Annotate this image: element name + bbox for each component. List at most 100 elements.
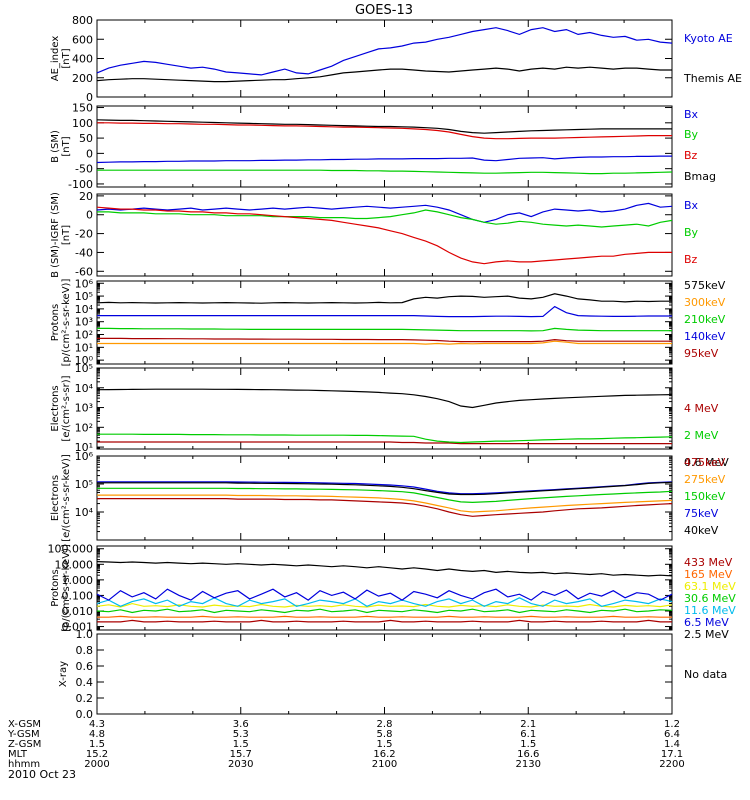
- ytick-label: -40: [75, 246, 93, 259]
- legend-6-5-mev: 6.5 MeV: [684, 616, 729, 629]
- orbit-value: 16.2: [373, 749, 395, 760]
- legend-300kev: 300keV: [684, 296, 726, 309]
- series-line-by: [97, 209, 673, 228]
- legend-bz: Bz: [684, 149, 698, 162]
- orbit-value: 3.6: [233, 719, 249, 730]
- series-line-275kev: [97, 494, 673, 513]
- ytick-label: 10⁵: [75, 478, 93, 491]
- panel-frame: [96, 633, 673, 715]
- series-line-150kev: [97, 487, 673, 504]
- orbit-value: 2030: [228, 759, 253, 770]
- orbit-value: 1.2: [664, 719, 680, 730]
- ytick-label: 0: [86, 147, 93, 160]
- series-line-kyoto-ae: [96, 27, 673, 76]
- orbit-value: 2200: [659, 759, 684, 770]
- legend-275kev: 275keV: [684, 473, 726, 486]
- legend-165-mev: 165 MeV: [684, 568, 733, 581]
- legend-bx: Bx: [684, 108, 699, 121]
- orbit-row-label: Y-GSM: [7, 729, 40, 740]
- ytick-label: 0.001: [62, 621, 94, 634]
- legend-150kev: 150keV: [684, 490, 726, 503]
- series-line-6-5-mev: [96, 588, 673, 601]
- ytick-label: 1.000: [62, 574, 94, 587]
- ytick-label: 10⁴: [75, 382, 94, 395]
- ylabel: Protons[p/(cm²-s-sr-keV)]: [50, 279, 72, 367]
- series-line-bx: [96, 155, 672, 164]
- legend-2-5-mev: 2.5 MeV: [684, 628, 729, 641]
- orbit-value: 6.1: [520, 729, 536, 740]
- series-line-0-6-mev: [96, 388, 673, 409]
- series-line-575kev: [96, 293, 672, 304]
- series-line-30-6-mev: [96, 608, 673, 614]
- no-data-label: No data: [684, 668, 727, 681]
- ytick-label: 10¹: [75, 441, 93, 454]
- ytick-label: 200: [72, 72, 93, 85]
- plot-title: GOES-13: [355, 3, 413, 18]
- ytick-label: 0.6: [76, 660, 94, 673]
- ylabel-line: [e/(cm²-s-sr)]: [61, 375, 72, 441]
- ytick-label: 10²: [75, 421, 93, 434]
- ytick-label: 800: [72, 14, 93, 27]
- panel-7: 0.0010.0100.1001.00010.000100.000Protons…: [48, 543, 737, 641]
- ytick-label: 10⁰: [75, 354, 94, 367]
- orbit-row-label: X-GSM: [8, 719, 41, 730]
- legend-bmag: Bmag: [684, 170, 716, 183]
- series-line-bz: [97, 122, 672, 140]
- orbit-value: 1.5: [377, 739, 393, 750]
- orbit-value: 1.4: [664, 739, 680, 750]
- ylabel: B (SM)[nT]: [50, 130, 72, 163]
- ytick-label: 0.2: [76, 692, 94, 705]
- ylabel-line: AE_index: [50, 36, 61, 82]
- legend-by: By: [684, 226, 699, 239]
- orbit-row-label: hhmm: [8, 759, 40, 770]
- date-label: 2010 Oct 23: [8, 768, 76, 781]
- legend-475kev: 475keV: [684, 456, 726, 469]
- legend-75kev: 75keV: [684, 507, 719, 520]
- orbit-value: 1.5: [233, 739, 249, 750]
- ylabel-line: Protons: [50, 304, 61, 341]
- series-line-themis-ae: [96, 66, 672, 83]
- panel-8: 0.0 0.2 0.4 0.6 0.8 1.0 X-ray No data: [58, 628, 727, 721]
- legend-63-1-mev: 63.1 MeV: [684, 580, 736, 593]
- legend-4-mev: 4 MeV: [684, 402, 719, 415]
- orbit-value: 6.4: [664, 729, 680, 740]
- series-line-bz: [96, 206, 672, 265]
- ytick-label: 0.4: [76, 676, 94, 689]
- ytick-label: 150: [72, 102, 93, 115]
- ytick-label: 0.010: [62, 605, 94, 618]
- ylabel-line: [e/(cm²-s-sr-keV)]: [61, 454, 72, 542]
- ylabel-line: [p/(cm²-s-sr-keV)]: [61, 544, 72, 632]
- ylabel-line: [nT]: [61, 225, 72, 245]
- ytick-label: -20: [75, 228, 93, 241]
- orbit-value: 2.1: [520, 719, 536, 730]
- ytick-label: 10¹: [75, 341, 93, 354]
- orbit-value: 16.6: [517, 749, 539, 760]
- orbit-value: 1.5: [520, 739, 536, 750]
- orbit-value: 4.8: [89, 729, 105, 740]
- legend-575kev: 575keV: [684, 279, 726, 292]
- ylabel-line: Electrons: [50, 475, 61, 521]
- ytick-label: 50: [79, 132, 93, 145]
- ylabel: X-ray: [58, 661, 69, 687]
- panel-frame: [96, 105, 673, 188]
- orbit-value: 2130: [516, 759, 541, 770]
- ytick-label: 600: [72, 33, 93, 46]
- panel-frame: [96, 19, 673, 98]
- ytick-label: 0: [86, 209, 93, 222]
- series-line-475kev: [97, 498, 673, 517]
- ylabel-line: X-ray: [58, 661, 69, 687]
- panel-2: -100 -50 0 50 100 150 B (SM)[nT] Bx By Bz Bmag: [50, 102, 716, 191]
- legend-themis-ae: Themis AE: [683, 72, 742, 85]
- legend-2-mev: 2 MeV: [684, 429, 719, 442]
- legend-by: By: [684, 128, 699, 141]
- series-line-95kev: [97, 337, 672, 343]
- orbit-row-label: Z-GSM: [8, 739, 41, 750]
- ylabel-line: [nT]: [61, 136, 72, 156]
- legend-kyoto-ae: Kyoto AE: [684, 32, 733, 45]
- ytick-label: 10⁶: [75, 277, 94, 290]
- legend-30-6-mev: 30.6 MeV: [684, 592, 736, 605]
- orbit-value: 2000: [84, 759, 109, 770]
